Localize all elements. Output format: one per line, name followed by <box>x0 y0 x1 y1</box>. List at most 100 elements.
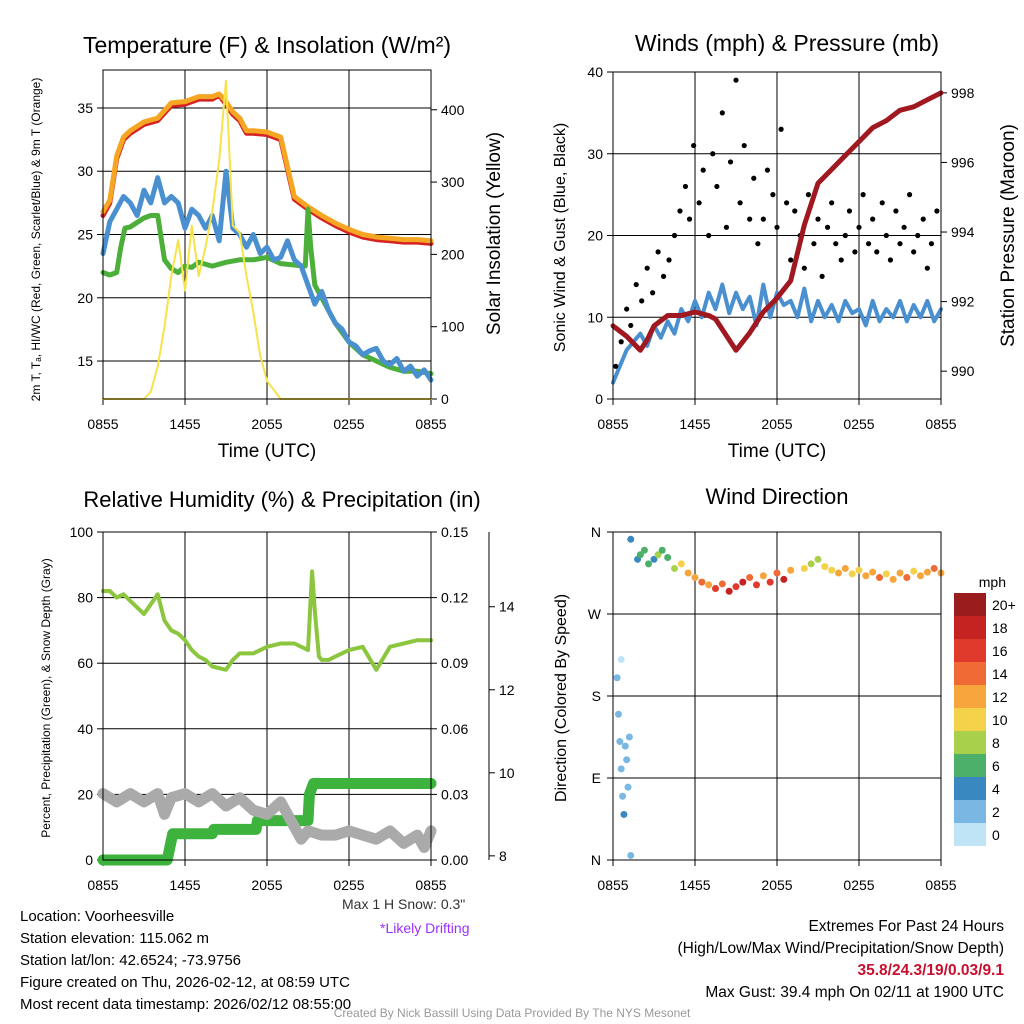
direction-point <box>677 560 685 568</box>
winds-y2-tick-label: 998 <box>951 85 975 101</box>
direction-point <box>753 581 760 589</box>
station-location: Location: Voorheesville <box>20 908 175 925</box>
winds-y-tick-label: 0 <box>595 391 603 407</box>
direction-point <box>780 575 788 583</box>
direction-point <box>869 568 877 576</box>
winds-y-axis-label: Sonic Wind & Gust (Blue, Black) <box>552 123 569 352</box>
temperature-plot-frame <box>102 69 432 400</box>
winds-gust-point <box>613 363 619 369</box>
colorbar-label: 6 <box>992 758 1000 774</box>
temperature-y-tick-label: 20 <box>77 290 93 306</box>
winds-gust-point <box>774 224 780 230</box>
winds-series-sonic-wind <box>611 282 943 385</box>
temperature-y-tick-label: 30 <box>77 163 93 179</box>
winds-gust-point <box>829 200 835 206</box>
temperature-x-tick-label: 0855 <box>87 416 118 432</box>
colorbar-label: 20+ <box>992 597 1016 613</box>
direction-point <box>623 756 631 764</box>
winds-y2-tick-label: 996 <box>951 154 975 170</box>
winds-gust-point <box>801 265 807 271</box>
likely-drifting-label: *Likely Drifting <box>380 920 470 936</box>
colorbar-swatch <box>954 777 986 800</box>
direction-point <box>896 569 904 577</box>
direction-point <box>712 584 719 592</box>
direction-point <box>923 568 931 576</box>
direction-chart-title: Wind Direction <box>705 484 848 509</box>
direction-point <box>664 554 672 562</box>
direction-point <box>619 792 627 800</box>
direction-point <box>787 566 795 574</box>
humidity-x-tick-label: 0855 <box>87 877 118 893</box>
direction-y-tick-label: W <box>588 606 602 622</box>
direction-point <box>645 560 653 568</box>
winds-gust-point <box>865 241 872 247</box>
direction-point <box>617 656 625 664</box>
winds-gust-point <box>901 224 907 230</box>
humidity-y2-tick-label: 0.09 <box>441 655 468 671</box>
winds-y2-tick-label: 992 <box>951 294 975 310</box>
direction-point <box>616 738 624 746</box>
winds-gust-point <box>755 241 761 247</box>
humidity-series-relative-humidity <box>101 569 433 672</box>
temperature-x-axis-label: Time (UTC) <box>218 441 317 462</box>
direction-plot-frame <box>612 531 942 861</box>
winds-x-tick-label: 0855 <box>597 416 628 432</box>
direction-point <box>862 572 870 580</box>
colorbar-swatch <box>954 754 986 777</box>
direction-y-tick-label: E <box>592 770 601 786</box>
direction-point <box>636 551 644 559</box>
humidity-x-tick-label: 0855 <box>415 877 446 893</box>
winds-gust-point <box>915 232 921 239</box>
direction-point <box>841 564 849 572</box>
winds-gust-point <box>639 298 645 304</box>
winds-gust-point <box>846 208 853 214</box>
colorbar-swatch <box>954 639 986 662</box>
colorbar-swatch <box>954 662 986 685</box>
temperature-x-tick-label: 0855 <box>415 416 446 432</box>
station-info: Location: Voorheesville Station elevatio… <box>20 906 351 1016</box>
winds-gust-point <box>934 208 940 214</box>
winds-gust-point <box>760 216 766 222</box>
winds-gust-point <box>870 216 876 222</box>
direction-point <box>766 578 774 586</box>
colorbar-swatch <box>954 731 986 754</box>
direction-point <box>654 551 662 559</box>
humidity-y2-tick-label: 8 <box>499 848 507 864</box>
temperature-x-tick-label: 1455 <box>169 416 200 432</box>
winds-y-tick-label: 30 <box>587 146 603 162</box>
winds-gust-point <box>893 208 899 214</box>
extremes-panel: Extremes For Past 24 Hours (High/Low/Max… <box>678 916 1005 1004</box>
direction-point <box>698 578 706 586</box>
humidity-x-tick-label: 1455 <box>169 877 200 893</box>
temperature-series-solar-insolation <box>102 79 432 400</box>
humidity-y-tick-label: 80 <box>77 590 93 606</box>
direction-point <box>613 674 621 682</box>
winds-gust-point <box>911 249 917 255</box>
winds-gust-point <box>924 265 930 271</box>
winds-gust-point <box>741 142 747 149</box>
winds-gust-point <box>696 200 702 206</box>
winds-gust-point <box>700 167 706 173</box>
winds-gust-point <box>805 192 812 198</box>
winds-gust-point <box>783 200 790 206</box>
direction-point <box>725 587 733 595</box>
temperature-y-tick-label: 25 <box>77 227 93 243</box>
direction-point <box>930 564 938 572</box>
direction-point <box>658 546 666 554</box>
direction-y-tick-label: S <box>592 688 601 704</box>
winds-gust-point <box>644 265 650 271</box>
humidity-y-tick-label: 100 <box>70 524 94 540</box>
winds-chart-title: Winds (mph) & Pressure (mb) <box>635 30 939 56</box>
direction-point <box>828 566 836 574</box>
winds-x-axis-label: Time (UTC) <box>728 441 827 462</box>
direction-point <box>671 564 678 572</box>
humidity-y-tick-label: 0 <box>85 852 93 868</box>
humidity-y2-tick-label: 0.12 <box>441 590 468 606</box>
winds-gust-point <box>706 232 712 239</box>
direction-x-tick-label: 0855 <box>597 877 628 893</box>
direction-point <box>614 710 622 718</box>
direction-point <box>903 574 911 582</box>
direction-point <box>917 572 924 580</box>
temperature-x-tick-label: 2055 <box>251 416 282 432</box>
